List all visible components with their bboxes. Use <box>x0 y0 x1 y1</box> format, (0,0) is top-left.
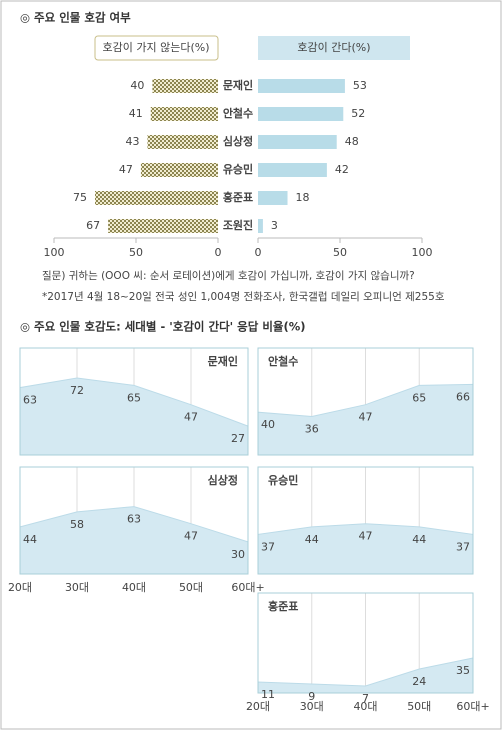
panel-border <box>19 347 249 456</box>
category-label: 안철수 <box>223 106 253 120</box>
x-tick-label: 100 <box>44 246 65 259</box>
panel-border <box>257 592 474 694</box>
bar <box>258 219 263 233</box>
x-tick-label: 20대 <box>8 581 32 594</box>
panel-border <box>257 347 474 456</box>
category-label: 유승민 <box>223 162 253 176</box>
panel-title: 심상정 <box>208 473 238 487</box>
panel-title: 안철수 <box>268 354 298 368</box>
value-label: 47 <box>184 411 198 424</box>
panel-border <box>257 466 474 575</box>
x-tick-label: 20대 <box>246 700 270 713</box>
bar <box>95 191 218 205</box>
bar <box>147 135 218 149</box>
x-tick-label: 50대 <box>407 700 431 713</box>
legend-label: 호감이 가지 않는다(%) <box>103 41 210 54</box>
x-tick-label: 100 <box>412 246 433 259</box>
x-tick-label: 60대+ <box>456 700 489 713</box>
chart-title: ◎ 주요 인물 호감 여부 <box>20 11 131 25</box>
value-label: 37 <box>261 540 275 553</box>
bar <box>152 79 218 93</box>
category-label: 문재인 <box>223 78 253 92</box>
value-label: 36 <box>305 422 319 435</box>
category-label: 조원진 <box>223 218 253 232</box>
value-label: 35 <box>456 664 470 677</box>
value-label: 63 <box>23 394 37 407</box>
panel-title: 홍준표 <box>268 599 298 613</box>
value-label: 43 <box>125 135 139 148</box>
x-tick-label: 50대 <box>179 581 203 594</box>
panel-title: 문재인 <box>208 354 238 368</box>
value-label: 58 <box>70 518 84 531</box>
value-label: 53 <box>353 79 367 92</box>
x-tick-label: 50 <box>333 246 347 259</box>
bar <box>258 107 344 121</box>
bar <box>258 191 288 205</box>
x-tick-label: 0 <box>215 246 222 259</box>
bar <box>258 135 337 149</box>
value-label: 67 <box>86 219 100 232</box>
value-label: 30 <box>231 548 245 561</box>
value-label: 37 <box>456 540 470 553</box>
legend-box <box>94 35 219 61</box>
value-label: 47 <box>119 163 133 176</box>
x-tick-label: 60대+ <box>231 581 264 594</box>
x-tick-label: 40대 <box>353 700 377 713</box>
value-label: 47 <box>359 530 373 543</box>
value-label: 3 <box>271 219 278 232</box>
chart-title: ◎ 주요 인물 호감도: 세대별 - '호감이 간다' 응답 비율(%) <box>20 320 306 334</box>
x-tick-label: 50 <box>129 246 143 259</box>
legend-box <box>258 36 410 60</box>
bar <box>258 163 327 177</box>
panel-border <box>19 466 249 575</box>
value-label: 41 <box>129 107 143 120</box>
x-tick-label: 30대 <box>300 700 324 713</box>
value-label: 63 <box>127 513 141 526</box>
value-label: 44 <box>305 533 319 546</box>
value-label: 24 <box>412 675 426 688</box>
value-label: 42 <box>335 163 349 176</box>
question: 질문) 귀하는 (OOO 씨: 순서 로테이션)에게 호감이 가십니까, 호감이… <box>42 269 415 282</box>
legend-label: 호감이 간다(%) <box>297 41 370 54</box>
value-label: 18 <box>296 191 310 204</box>
value-label: 48 <box>345 135 359 148</box>
category-label: 홍준표 <box>223 190 253 204</box>
value-label: 44 <box>412 533 426 546</box>
value-label: 27 <box>231 432 245 445</box>
value-label: 75 <box>73 191 87 204</box>
bar <box>140 163 218 177</box>
value-label: 40 <box>130 79 144 92</box>
value-label: 47 <box>184 530 198 543</box>
bar <box>108 219 218 233</box>
value-label: 65 <box>412 391 426 404</box>
x-tick-label: 30대 <box>65 581 89 594</box>
value-label: 52 <box>351 107 365 120</box>
x-tick-label: 0 <box>255 246 262 259</box>
note: *2017년 4월 18~20일 전국 성인 1,004명 전화조사, 한국갤럽… <box>42 290 445 303</box>
bar <box>258 79 345 93</box>
value-label: 44 <box>23 533 37 546</box>
category-label: 심상정 <box>223 134 253 148</box>
value-label: 72 <box>70 384 84 397</box>
x-tick-label: 40대 <box>122 581 146 594</box>
value-label: 66 <box>456 390 470 403</box>
value-label: 9 <box>308 690 315 703</box>
value-label: 47 <box>359 411 373 424</box>
value-label: 11 <box>261 688 275 701</box>
value-label: 7 <box>362 692 369 705</box>
panel-title: 유승민 <box>268 473 298 487</box>
bar <box>150 107 218 121</box>
value-label: 65 <box>127 391 141 404</box>
value-label: 40 <box>261 418 275 431</box>
